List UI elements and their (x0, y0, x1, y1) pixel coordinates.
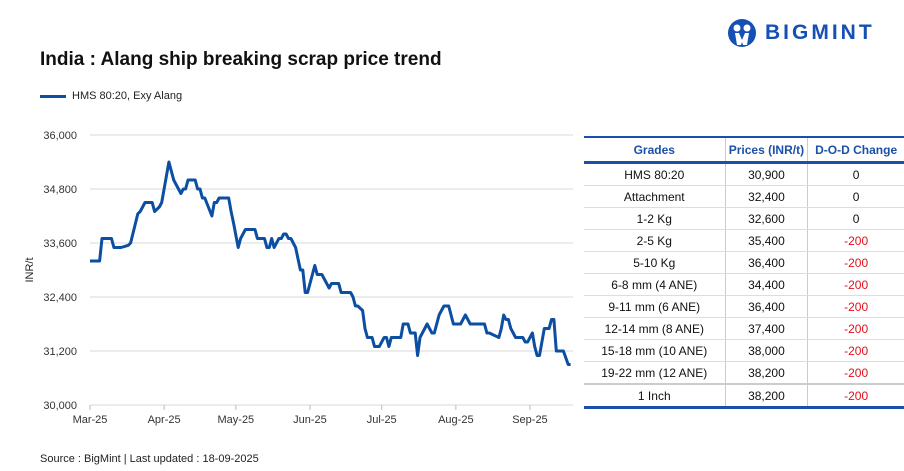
cell-price: 38,000 (724, 339, 808, 362)
cell-price: 37,400 (724, 317, 808, 340)
y-tick-label: 30,000 (43, 400, 77, 412)
cell-dod-change: -200 (807, 251, 904, 274)
cell-grade: 1-2 Kg (584, 207, 726, 230)
y-tick-label: 32,400 (43, 292, 77, 304)
cell-dod-change: 0 (807, 207, 904, 230)
cell-price: 32,600 (724, 207, 808, 230)
cell-price: 34,400 (724, 273, 808, 296)
cell-dod-change: -200 (807, 361, 904, 385)
cell-price: 36,400 (724, 295, 808, 318)
table-row: 19-22 mm (12 ANE) 38,200 -200 (584, 361, 904, 385)
cell-price: 30,900 (724, 162, 808, 186)
table-row: HMS 80:20 30,900 0 (584, 162, 904, 186)
cell-dod-change: -200 (807, 229, 904, 252)
x-tick-label: Aug-25 (438, 414, 473, 426)
y-tick-label: 36,000 (43, 130, 77, 142)
table-row: 9-11 mm (6 ANE) 36,400 -200 (584, 295, 904, 318)
table-row: 1-2 Kg 32,600 0 (584, 207, 904, 230)
cell-grade: Attachment (584, 185, 726, 208)
cell-grade: 15-18 mm (10 ANE) (584, 339, 726, 362)
legend: HMS 80:20, Exy Alang (40, 90, 182, 102)
table-row: 15-18 mm (10 ANE) 38,000 -200 (584, 339, 904, 362)
bigmint-logo: BIGMINT (727, 18, 875, 48)
cell-grade: 2-5 Kg (584, 229, 726, 252)
price-table: Grades Prices (INR/t) D-O-D Change HMS 8… (584, 136, 904, 409)
header-dod-change: D-O-D Change (807, 136, 904, 164)
cell-dod-change: -200 (807, 383, 904, 409)
table-row: 5-10 Kg 36,400 -200 (584, 251, 904, 274)
cell-grade: 19-22 mm (12 ANE) (584, 361, 726, 385)
bigmint-logo-icon (728, 19, 756, 47)
cell-grade: 1 Inch (584, 383, 726, 409)
cell-dod-change: -200 (807, 295, 904, 318)
y-tick-label: 34,800 (43, 184, 77, 196)
source-note: Source : BigMint | Last updated : 18-09-… (40, 453, 259, 465)
cell-price: 38,200 (724, 383, 808, 409)
table-row: 2-5 Kg 35,400 -200 (584, 229, 904, 252)
header-prices: Prices (INR/t) (724, 136, 808, 164)
cell-grade: 12-14 mm (8 ANE) (584, 317, 726, 340)
series-line-hms-80-20 (90, 160, 571, 366)
cell-price: 38,200 (724, 361, 808, 385)
x-tick-label: Jul-25 (367, 414, 397, 426)
cell-dod-change: -200 (807, 339, 904, 362)
table-row: 1 Inch 38,200 -200 (584, 383, 904, 409)
cell-dod-change: 0 (807, 162, 904, 186)
cell-price: 35,400 (724, 229, 808, 252)
cell-price: 32,400 (724, 185, 808, 208)
x-tick-label: Apr-25 (148, 414, 181, 426)
legend-swatch (40, 94, 66, 98)
header-grades: Grades (584, 136, 726, 164)
x-tick-label: Jun-25 (293, 414, 327, 426)
cell-grade: HMS 80:20 (584, 162, 726, 186)
cell-grade: 9-11 mm (6 ANE) (584, 295, 726, 318)
y-tick-label: 33,600 (43, 238, 77, 250)
x-tick-label: May-25 (218, 414, 255, 426)
y-axis-label: INR/t (24, 257, 36, 282)
table-row: 12-14 mm (8 ANE) 37,400 -200 (584, 317, 904, 340)
cell-price: 36,400 (724, 251, 808, 274)
cell-grade: 6-8 mm (4 ANE) (584, 273, 726, 296)
logo-text: BIGMINT (765, 21, 875, 44)
table-row: Attachment 32,400 0 (584, 185, 904, 208)
y-tick-label: 31,200 (43, 346, 77, 358)
table-row: 6-8 mm (4 ANE) 34,400 -200 (584, 273, 904, 296)
x-tick-label: Sep-25 (512, 414, 547, 426)
cell-grade: 5-10 Kg (584, 251, 726, 274)
page-title: India : Alang ship breaking scrap price … (40, 49, 442, 70)
cell-dod-change: -200 (807, 317, 904, 340)
x-tick-label: Mar-25 (73, 414, 108, 426)
legend-label: HMS 80:20, Exy Alang (72, 90, 183, 102)
cell-dod-change: -200 (807, 273, 904, 296)
cell-dod-change: 0 (807, 185, 904, 208)
